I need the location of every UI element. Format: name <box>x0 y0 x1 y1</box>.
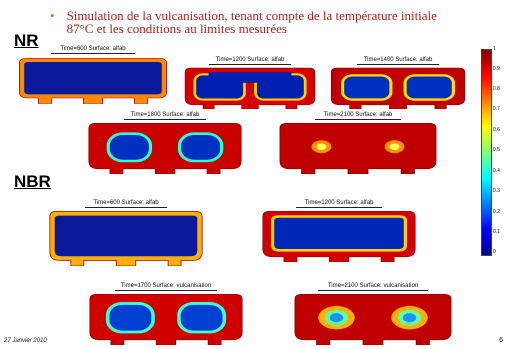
colorbar-tick: 0.5 <box>493 147 500 153</box>
fe-plot <box>279 122 437 174</box>
colorbar-tick: 0.4 <box>493 168 500 174</box>
colorbar-tick: 0.7 <box>493 106 500 112</box>
fe-plot <box>88 122 242 174</box>
sim-caption: Time=2100 Surface: vulcanisation <box>327 283 419 289</box>
colorbar-tick: 0 <box>493 249 496 255</box>
caption-underline <box>209 64 291 65</box>
footer-date: 27 Janvier 2010 <box>4 338 47 344</box>
caption-underline <box>51 53 135 54</box>
colorbar-ticks: 1 0.9 0.8 0.7 0.6 0.5 0.4 0.3 0.2 0.1 0 <box>493 46 509 257</box>
bullet-icon: • <box>50 8 55 23</box>
sim-nr-2100: Time=2100 Surface: alfab <box>275 112 441 174</box>
colorbar-tick: 0.2 <box>493 209 500 215</box>
sim-nr-600: Time=600 Surface: alfab <box>13 46 173 104</box>
sim-caption: Time=1400 Surface: alfab <box>363 57 433 63</box>
page-number: 6 <box>499 337 503 344</box>
caption-underline <box>124 119 206 120</box>
sim-caption: Time=600 Surface: alfab <box>93 200 159 206</box>
fe-plot <box>262 210 416 262</box>
caption-underline <box>357 64 439 65</box>
sim-caption: Time=600 Surface: alfab <box>60 46 126 52</box>
sim-caption: Time=1200 Surface: alfab <box>215 57 285 63</box>
sim-nbr-600: Time=600 Surface: alfab <box>45 200 207 266</box>
title-line-2: 87°C et les conditions au limites mesuré… <box>66 21 287 36</box>
section-label-nr: NR <box>14 31 39 50</box>
caption-underline <box>115 290 217 291</box>
caption-underline <box>315 119 401 120</box>
colorbar-tick: 0.3 <box>493 188 500 194</box>
sim-nr-1800: Time=1800 Surface: alfab <box>84 112 246 174</box>
fe-plot <box>184 67 316 109</box>
fe-plot <box>49 211 203 266</box>
colorbar-tick: 0.6 <box>493 127 500 133</box>
sim-nr-1200: Time=1200 Surface: alfab <box>181 57 319 109</box>
colorbar <box>481 49 492 256</box>
colorbar-tick: 1 <box>493 46 496 52</box>
caption-underline <box>85 207 167 208</box>
colorbar-tick: 0.1 <box>493 229 500 235</box>
title-line-1: Simulation de la vulcanisation, tenant c… <box>66 8 437 23</box>
section-label-nbr: NBR <box>14 172 51 191</box>
fe-plot <box>19 58 167 104</box>
colorbar-tick: 0.8 <box>493 86 500 92</box>
sim-caption: Time=2100 Surface: alfab <box>323 112 393 118</box>
caption-underline <box>296 207 382 208</box>
sim-caption: Time=1200 Surface: alfab <box>304 200 374 206</box>
fe-plot <box>89 293 243 345</box>
sim-caption: Time=1800 Surface: alfab <box>130 112 200 118</box>
slide-title: Simulation de la vulcanisation, tenant c… <box>67 9 437 35</box>
fe-plot <box>330 67 466 109</box>
sim-nbr-1200: Time=1200 Surface: alfab <box>258 200 420 262</box>
caption-underline <box>318 290 428 291</box>
sim-nbr-2100: Time=2100 Surface: vulcanisation <box>290 283 456 345</box>
sim-nr-1400: Time=1400 Surface: alfab <box>327 57 469 109</box>
sim-nbr-1700: Time=1700 Surface: vulcanisation <box>85 283 247 345</box>
title-line: • Simulation de la vulcanisation, tenant… <box>50 9 437 35</box>
fe-plot <box>294 293 452 345</box>
sim-caption: Time=1700 Surface: vulcanisation <box>120 283 212 289</box>
colorbar-tick: 0.9 <box>493 66 500 72</box>
